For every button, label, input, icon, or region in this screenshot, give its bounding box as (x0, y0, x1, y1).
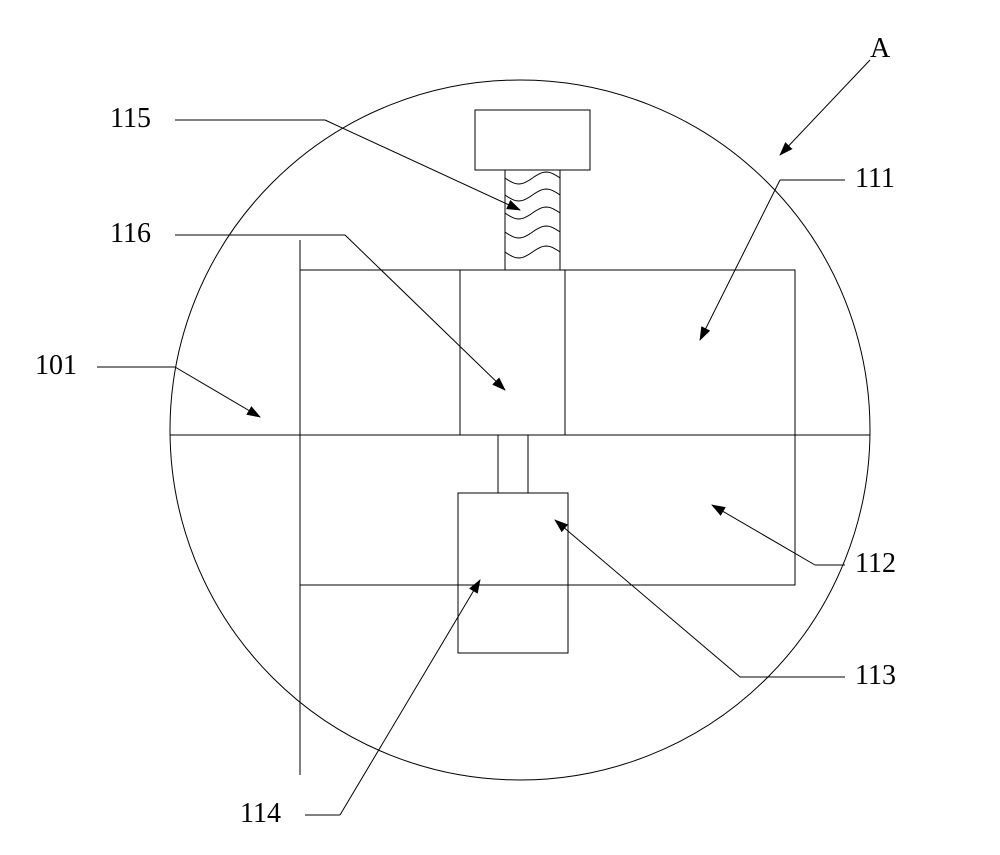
label-112: 112 (855, 548, 896, 580)
label-115: 115 (110, 103, 151, 135)
label-116: 116 (110, 218, 151, 250)
diagram-canvas: A 115 111 116 101 112 113 114 (0, 0, 1000, 855)
label-101: 101 (35, 350, 77, 382)
label-114: 114 (240, 798, 281, 830)
label-111: 111 (855, 163, 895, 195)
label-A: A (870, 33, 890, 65)
label-113: 113 (855, 660, 896, 692)
